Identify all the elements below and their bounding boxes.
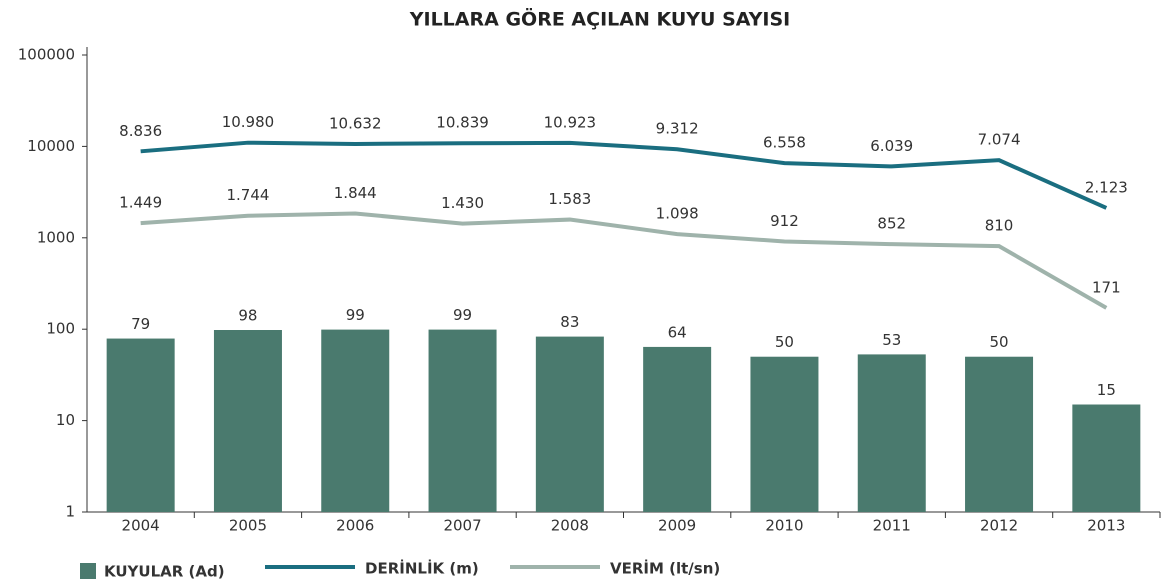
line-value-label: 7.074 <box>978 131 1021 149</box>
x-tick-label: 2012 <box>980 517 1018 535</box>
x-tick-label: 2008 <box>551 517 589 535</box>
legend-label: KUYULAR (Ad) <box>104 563 225 581</box>
legend-swatch <box>80 563 96 579</box>
line-value-label: 1.098 <box>656 205 699 223</box>
x-tick-label: 2005 <box>229 517 267 535</box>
x-tick-label: 2013 <box>1087 517 1125 535</box>
x-tick-label: 2006 <box>336 517 374 535</box>
legend-label: DERİNLİK (m) <box>365 559 479 578</box>
x-tick-label: 2010 <box>765 517 803 535</box>
line-value-label: 10.923 <box>544 113 597 131</box>
line-value-label: 10.839 <box>436 114 489 132</box>
y-tick-label: 1000 <box>37 228 75 246</box>
chart-title: YILLARA GÖRE AÇILAN KUYU SAYISI <box>409 7 790 31</box>
line-value-label: 6.558 <box>763 134 806 152</box>
x-tick-label: 2011 <box>873 517 911 535</box>
bar <box>750 356 819 512</box>
line-value-label: 810 <box>985 217 1014 235</box>
line-value-label: 171 <box>1092 278 1121 296</box>
bar-value-label: 53 <box>882 331 901 349</box>
x-tick-label: 2009 <box>658 517 696 535</box>
x-tick-label: 2007 <box>443 517 481 535</box>
y-tick-label: 100000 <box>18 46 75 64</box>
y-tick-label: 10000 <box>27 137 75 155</box>
line-value-label: 2.123 <box>1085 178 1128 196</box>
bar <box>535 336 604 512</box>
line-value-label: 1.583 <box>548 190 591 208</box>
line-value-label: 1.844 <box>334 184 377 202</box>
y-tick-label: 1 <box>65 503 75 521</box>
bar-value-label: 99 <box>453 306 472 324</box>
bar <box>106 338 175 512</box>
y-tick-label: 100 <box>46 320 75 338</box>
line-value-label: 1.430 <box>441 194 484 212</box>
line-value-label: 6.039 <box>870 137 913 155</box>
line-value-label: 10.980 <box>222 113 275 131</box>
bar <box>965 356 1034 512</box>
bar-value-label: 83 <box>560 313 579 331</box>
bar-value-label: 50 <box>990 333 1009 351</box>
line-value-label: 8.836 <box>119 122 162 140</box>
bar <box>428 329 497 512</box>
bar-value-label: 64 <box>668 323 687 341</box>
line-value-label: 912 <box>770 212 799 230</box>
legend-label: VERİM (lt/sn) <box>610 559 720 578</box>
bar <box>643 346 712 512</box>
bar-value-label: 98 <box>238 307 257 325</box>
line-value-label: 9.312 <box>656 120 699 138</box>
bar-value-label: 99 <box>346 306 365 324</box>
line-value-label: 1.449 <box>119 194 162 212</box>
bar-value-label: 79 <box>131 315 150 333</box>
line-value-label: 10.632 <box>329 114 382 132</box>
bar <box>1072 404 1141 512</box>
line <box>140 140 1108 210</box>
bar-value-label: 50 <box>775 333 794 351</box>
line-value-label: 1.744 <box>226 186 269 204</box>
y-tick-label: 10 <box>56 411 75 429</box>
bar-value-label: 15 <box>1097 381 1116 399</box>
bar <box>857 354 926 512</box>
line <box>140 211 1108 310</box>
line-value-label: 852 <box>877 215 906 233</box>
bar <box>321 329 390 512</box>
x-tick-label: 2004 <box>122 517 160 535</box>
bar <box>213 330 282 512</box>
